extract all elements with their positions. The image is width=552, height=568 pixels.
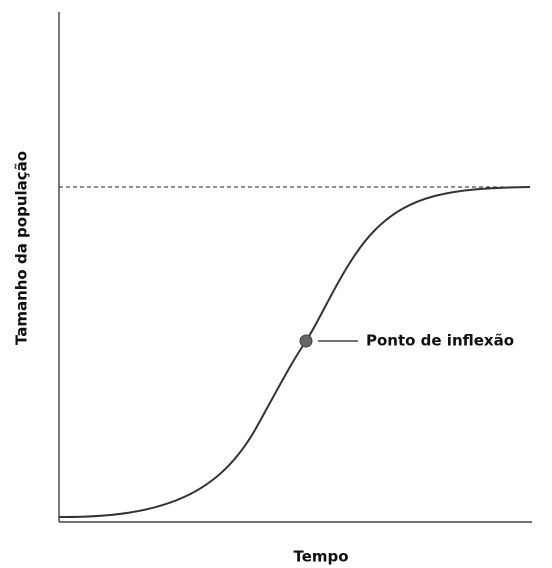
annotation: Ponto de inflexão (366, 332, 514, 350)
x-axis-label: Tempo (293, 548, 348, 566)
logistic-curve (58, 186, 531, 519)
inflection-point (299, 334, 313, 348)
y-axis-label: Tamanho da população (13, 151, 31, 345)
